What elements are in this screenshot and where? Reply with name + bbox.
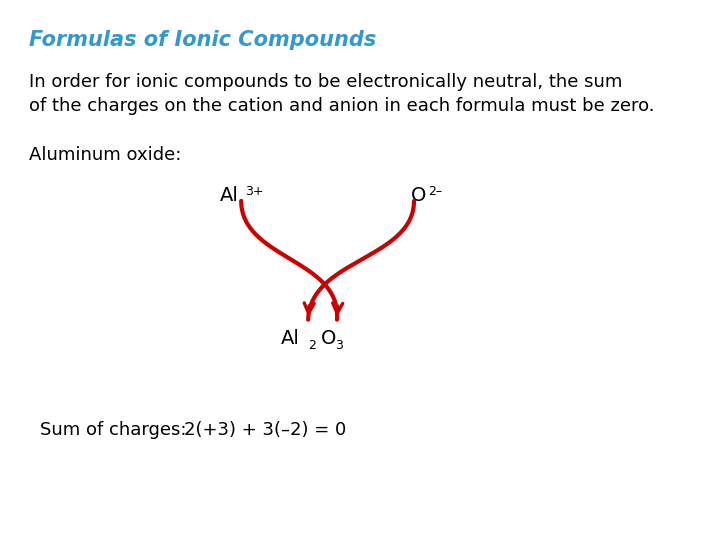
Text: 3: 3	[336, 339, 343, 352]
Text: In order for ionic compounds to be electronically neutral, the sum: In order for ionic compounds to be elect…	[29, 73, 622, 91]
Text: O: O	[320, 329, 336, 348]
Text: of the charges on the cation and anion in each formula must be zero.: of the charges on the cation and anion i…	[29, 97, 654, 115]
Text: 2(+3) + 3(–2) = 0: 2(+3) + 3(–2) = 0	[184, 421, 346, 439]
Text: 2–: 2–	[428, 185, 442, 198]
Text: Al: Al	[220, 186, 238, 205]
Text: 2: 2	[308, 339, 316, 352]
Text: Aluminum oxide:: Aluminum oxide:	[29, 146, 181, 164]
Text: 3+: 3+	[245, 185, 264, 198]
Text: Al: Al	[281, 329, 300, 348]
Text: Formulas of Ionic Compounds: Formulas of Ionic Compounds	[29, 30, 376, 50]
Text: Sum of charges:: Sum of charges:	[40, 421, 186, 439]
Text: O: O	[410, 186, 426, 205]
